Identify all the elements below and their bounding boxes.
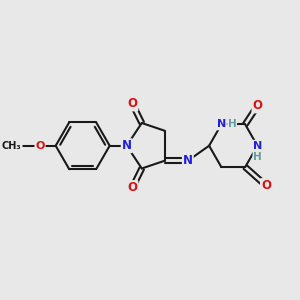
- Text: O: O: [252, 100, 262, 112]
- Text: H: H: [253, 152, 262, 161]
- Text: O: O: [261, 179, 271, 192]
- Text: N: N: [253, 141, 262, 151]
- Text: O: O: [128, 98, 137, 110]
- Text: H: H: [228, 119, 236, 129]
- Text: N: N: [183, 154, 193, 167]
- Text: N: N: [122, 139, 132, 152]
- Text: O: O: [35, 141, 45, 151]
- Text: N: N: [217, 119, 226, 129]
- Text: O: O: [128, 181, 137, 194]
- Text: CH₃: CH₃: [2, 141, 22, 151]
